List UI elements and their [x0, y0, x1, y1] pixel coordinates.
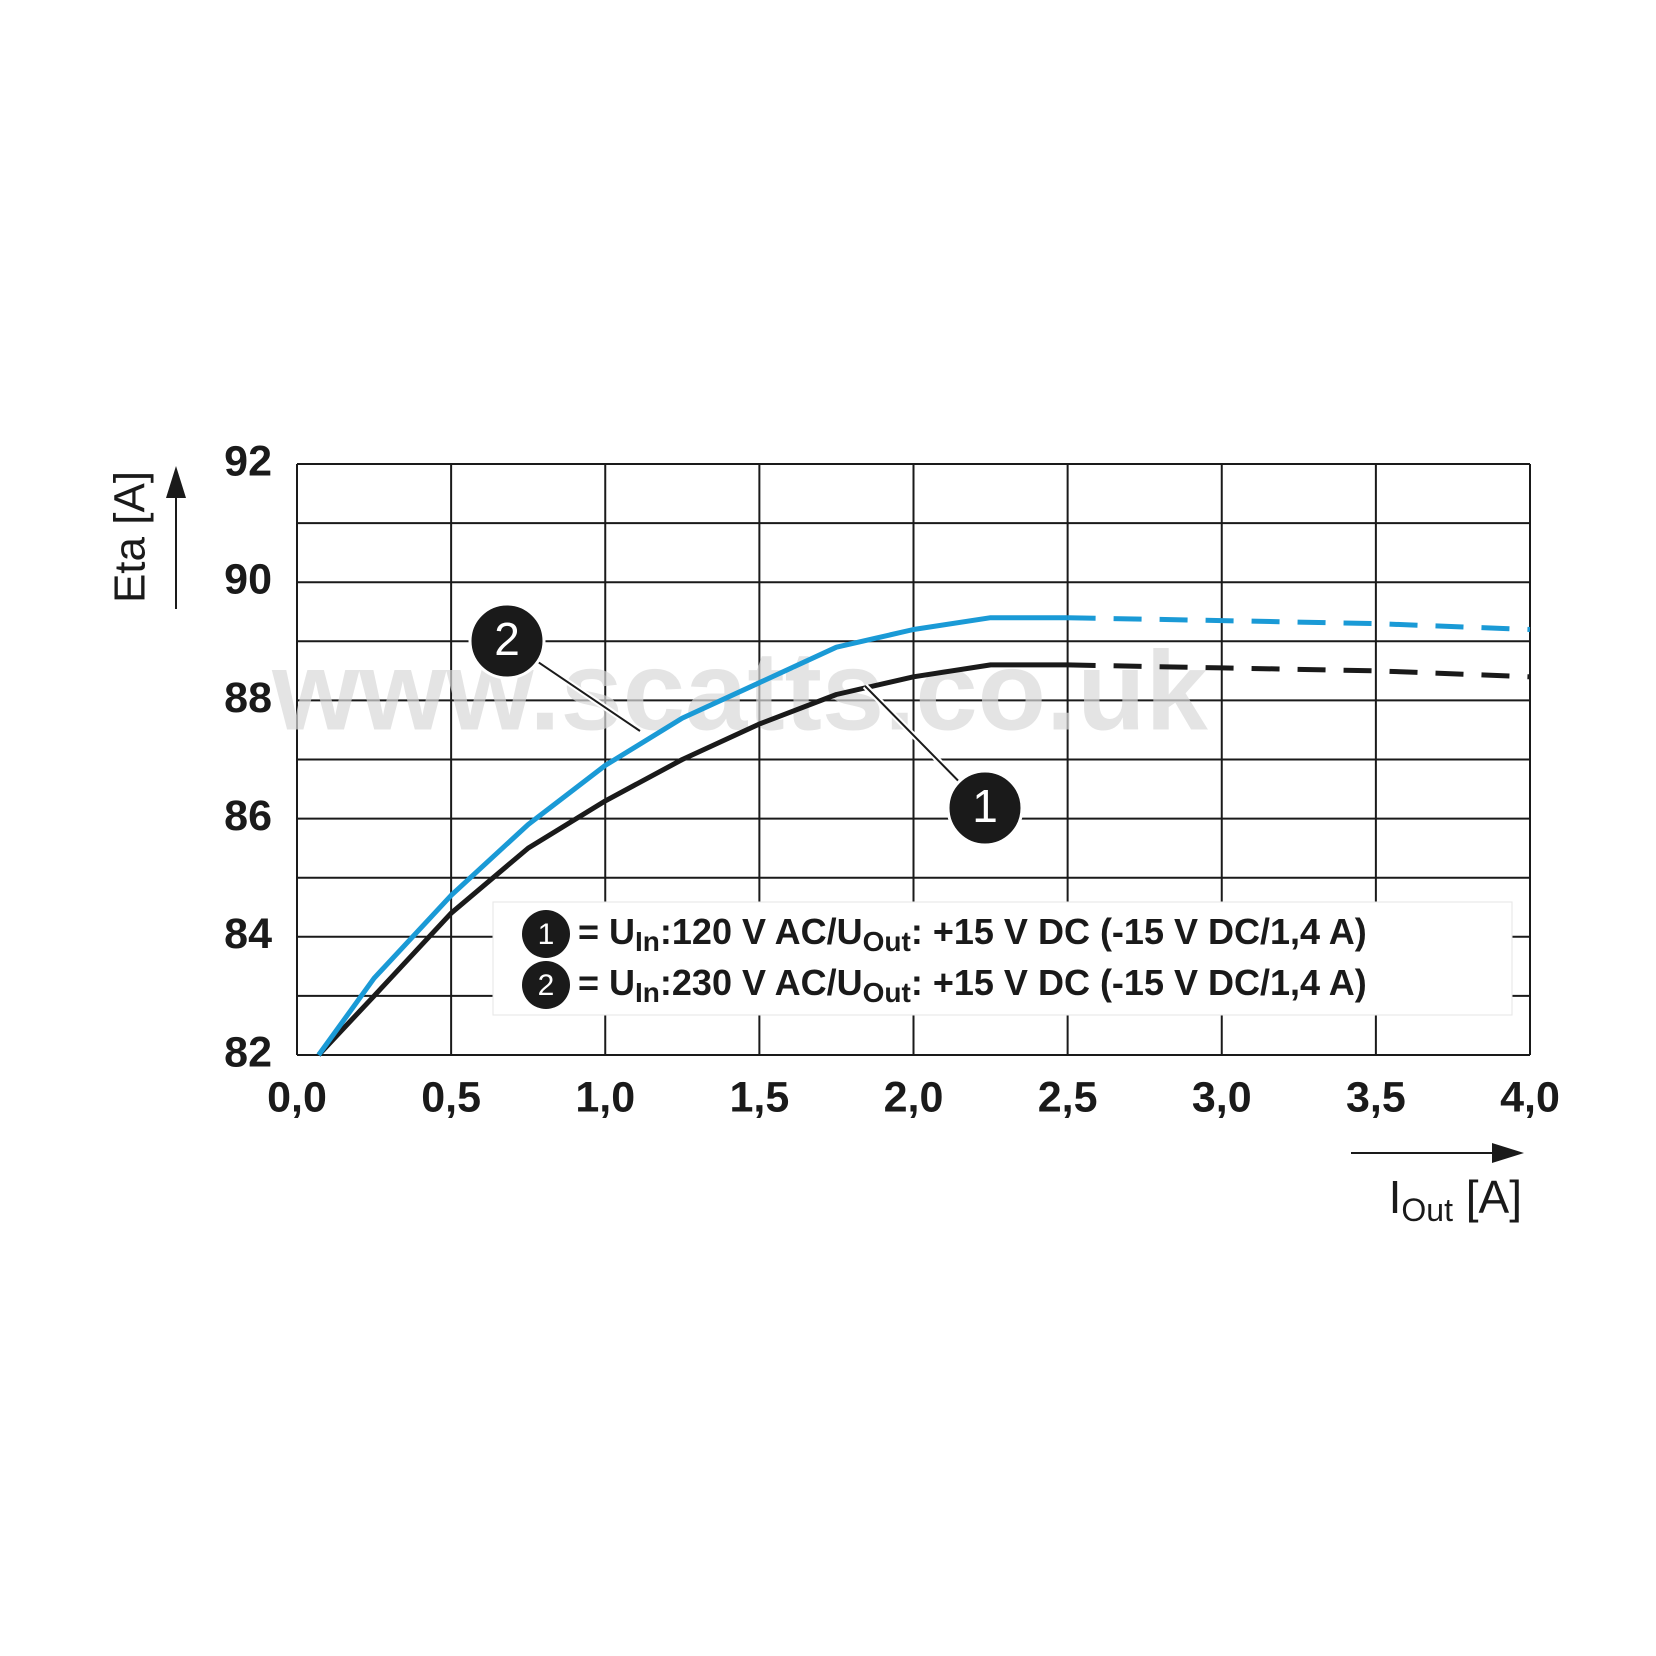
x-tick-label: 2,5 — [1038, 1073, 1098, 1121]
legend-marker-label: 2 — [538, 969, 555, 1002]
legend-entry: = UIn:120 V AC/UOut: +15 V DC (-15 V DC/… — [578, 911, 1367, 958]
y-tick-label: 86 — [224, 792, 272, 840]
y-tick-label: 88 — [224, 674, 272, 722]
legend-text: = U — [578, 962, 635, 1003]
legend-text: : +15 V DC (-15 V DC/1,4 A) — [911, 911, 1367, 952]
callout-circle — [468, 602, 546, 680]
x-tick-label: 1,0 — [575, 1073, 635, 1121]
legend-text: :120 V AC/U — [660, 911, 863, 952]
x-tick-label: 2,0 — [884, 1073, 944, 1121]
legend-marker — [522, 961, 570, 1009]
callout-label: 1 — [972, 780, 998, 832]
legend-text: : +15 V DC (-15 V DC/1,4 A) — [911, 962, 1367, 1003]
y-tick-label: 84 — [224, 910, 272, 958]
legend-sub: In — [635, 977, 660, 1008]
legend-marker — [522, 910, 570, 958]
callout-circle — [946, 769, 1024, 847]
x-label-part: I — [1389, 1171, 1402, 1223]
legend-box — [492, 901, 1513, 1016]
x-axis-label: IOut [A] — [1389, 1171, 1522, 1228]
line-solid — [316, 615, 1068, 1057]
x-tick-label: 4,0 — [1500, 1073, 1560, 1121]
x-tick-label: 1,5 — [729, 1073, 789, 1121]
x-tick-label: 3,5 — [1346, 1073, 1406, 1121]
y-tick-label: 90 — [224, 556, 272, 604]
legend-marker-label: 1 — [538, 918, 555, 951]
lines: 12 — [316, 602, 1531, 1057]
legend-sub: In — [635, 926, 660, 957]
x-axis-arrowhead — [1492, 1143, 1524, 1163]
callout-label: 2 — [494, 613, 520, 665]
x-label-part: [A] — [1453, 1171, 1522, 1223]
legend-text: = U — [578, 911, 635, 952]
y-axis-label: Eta [A] — [106, 471, 155, 603]
legend-sub: Out — [863, 926, 911, 957]
x-tick-label: 0,0 — [267, 1073, 327, 1121]
legend-entry: = UIn:230 V AC/UOut: +15 V DC (-15 V DC/… — [578, 962, 1367, 1009]
y-tick-label: 82 — [224, 1028, 272, 1076]
x-tick-label: 3,0 — [1192, 1073, 1252, 1121]
grid: 82 84 86 88 90 92 0,0 0,5 1,0 1,5 2,0 2,5 3,0 3,5 4,0 — [224, 437, 1560, 1121]
line-dashed — [1067, 615, 1531, 632]
legend-text: :230 V AC/U — [660, 962, 863, 1003]
x-label-sub: Out — [1401, 1192, 1453, 1228]
x-tick-label: 0,5 — [421, 1073, 481, 1121]
y-tick-label: 92 — [224, 437, 272, 485]
line-dashed — [1067, 662, 1531, 680]
y-axis-arrowhead — [166, 466, 186, 498]
legend: 1 = UIn:120 V AC/UOut: +15 V DC (-15 V DC… — [492, 901, 1513, 1016]
line-solid — [316, 662, 1068, 1057]
legend-sub: Out — [863, 977, 911, 1008]
